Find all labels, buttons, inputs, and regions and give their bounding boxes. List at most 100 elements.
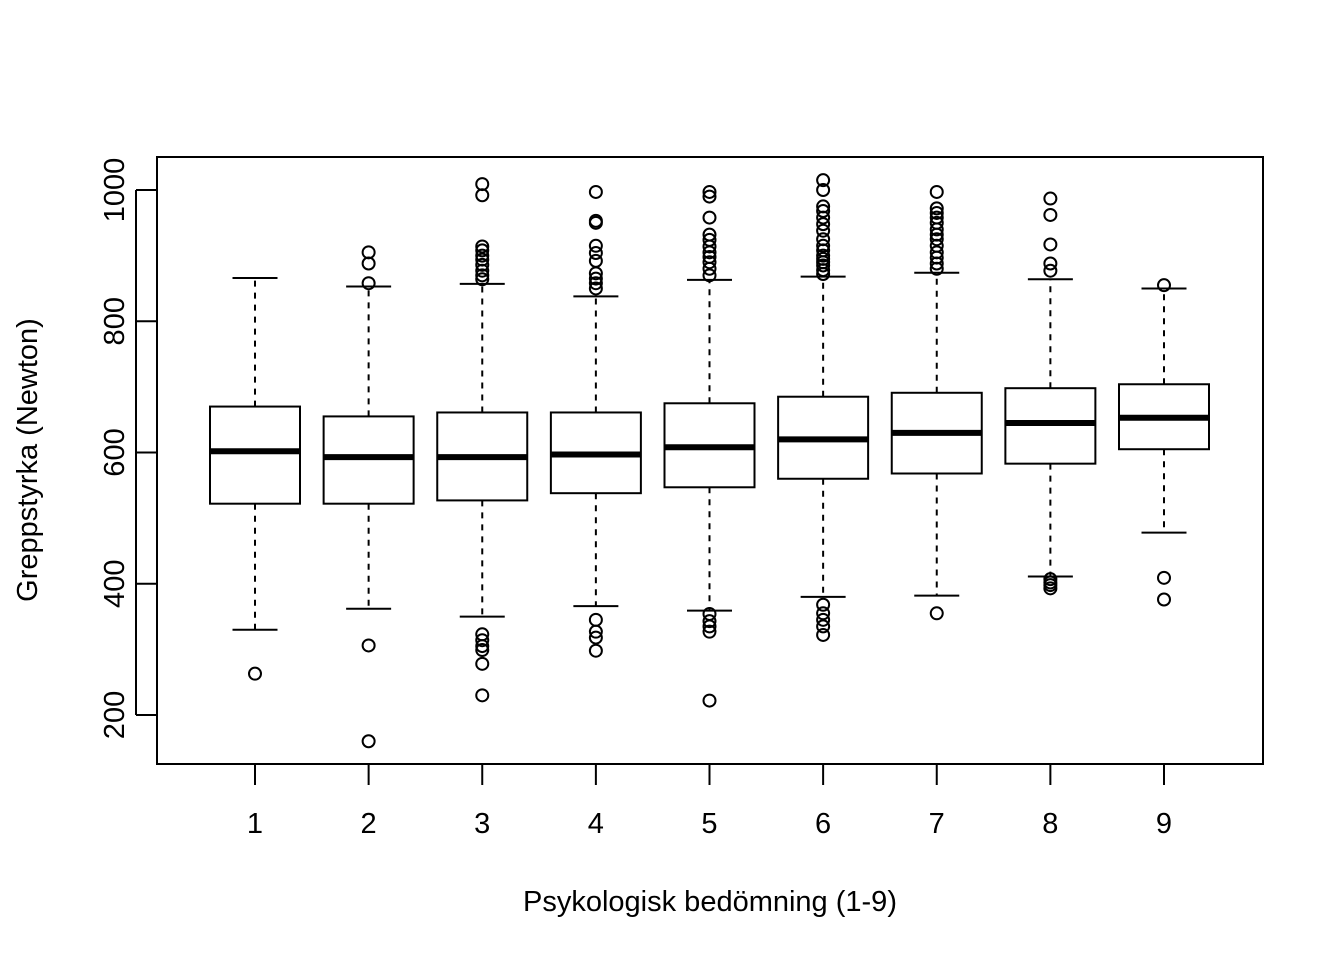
outlier-point <box>475 656 490 671</box>
outlier-point <box>1043 256 1058 271</box>
outlier-point <box>702 184 717 199</box>
outlier-point <box>588 624 603 639</box>
outlier-point <box>816 263 831 278</box>
x-axis-title: Psykologisk bedömning (1-9) <box>523 886 897 918</box>
x-tick-label: 7 <box>929 808 945 840</box>
box-group-5 <box>663 184 756 708</box>
outlier-point <box>588 643 603 658</box>
outlier-point <box>1043 237 1058 252</box>
outlier-point <box>1043 207 1058 222</box>
y-tick-label: 1000 <box>99 158 131 223</box>
outlier-point <box>816 217 831 232</box>
outlier-point <box>702 614 717 629</box>
outlier-point <box>1043 581 1058 596</box>
y-tick-label: 400 <box>99 560 131 608</box>
outlier-point <box>475 248 490 263</box>
iqr-box <box>209 405 301 505</box>
outlier-point <box>929 232 944 247</box>
outlier-point <box>816 223 831 238</box>
outlier-point <box>361 638 376 653</box>
outlier-point <box>816 627 831 642</box>
outlier-point <box>702 210 717 225</box>
outlier-point <box>1157 278 1171 293</box>
outlier-point <box>816 173 831 188</box>
box-group-9 <box>1118 278 1210 607</box>
outlier-point <box>588 271 603 286</box>
x-axis: 1 2 3 4 5 6 7 8 9 <box>247 764 1172 840</box>
outlier-point <box>1043 263 1058 278</box>
box-group-4 <box>549 184 642 658</box>
outlier-point <box>702 624 717 639</box>
outlier-point <box>929 201 944 216</box>
outlier-point <box>816 267 831 281</box>
x-tick-label: 4 <box>588 808 604 840</box>
outlier-point <box>475 188 490 203</box>
outlier-point <box>702 245 717 260</box>
box-group-7 <box>890 184 983 621</box>
outlier-point <box>702 261 717 276</box>
outlier-point <box>816 606 831 621</box>
x-tick-label: 8 <box>1042 808 1058 840</box>
outlier-point <box>475 263 490 278</box>
outlier-point <box>588 253 603 268</box>
box-group-1 <box>209 276 301 681</box>
outlier-point <box>816 612 831 627</box>
outlier-point <box>475 272 490 287</box>
outlier-point <box>475 257 490 272</box>
outlier-point <box>588 612 603 627</box>
outlier-point <box>588 238 603 253</box>
outlier-point <box>816 183 831 197</box>
outlier-point <box>929 222 944 237</box>
outlier-point <box>702 619 717 634</box>
outlier-point <box>588 246 603 260</box>
outlier-point <box>475 643 490 658</box>
outlier-point <box>929 184 944 199</box>
outlier-point <box>475 239 490 254</box>
outlier-point <box>816 597 831 612</box>
box-group-3 <box>436 177 529 703</box>
outlier-point <box>588 276 603 291</box>
box-group-8 <box>1004 191 1097 596</box>
outlier-point <box>816 204 831 218</box>
y-tick-label: 200 <box>99 691 131 739</box>
outlier-point <box>702 189 717 204</box>
boxes-layer <box>209 173 1210 749</box>
outlier-point <box>929 205 944 220</box>
box-group-6 <box>777 173 870 642</box>
box-group-2 <box>322 245 415 749</box>
outlier-point <box>816 619 831 634</box>
outlier-point <box>588 266 603 281</box>
outlier-point <box>702 693 717 708</box>
x-tick-label: 3 <box>474 808 490 840</box>
outlier-point <box>361 256 376 271</box>
outlier-point <box>1043 191 1058 206</box>
outlier-point <box>248 666 262 681</box>
outlier-point <box>1157 592 1171 607</box>
outlier-point <box>361 734 376 749</box>
outlier-point <box>475 633 490 648</box>
y-tick-label: 600 <box>99 428 131 476</box>
outlier-point <box>929 256 944 271</box>
outlier-point <box>929 606 944 621</box>
y-axis-title: Greppstyrka (Newton) <box>12 318 44 602</box>
outlier-point <box>588 184 603 199</box>
x-tick-label: 6 <box>815 808 831 840</box>
outlier-point <box>702 268 717 283</box>
outlier-point <box>588 630 603 645</box>
outlier-point <box>816 210 831 225</box>
outlier-point <box>588 215 603 230</box>
outlier-point <box>816 238 831 253</box>
outlier-point <box>816 258 831 273</box>
x-tick-label: 2 <box>361 808 377 840</box>
x-tick-label: 1 <box>247 808 263 840</box>
outlier-point <box>1157 570 1171 585</box>
outlier-point <box>361 276 376 291</box>
outlier-point <box>702 239 717 254</box>
y-tick-label: 800 <box>99 297 131 345</box>
outlier-point <box>475 688 490 703</box>
x-tick-label: 5 <box>701 808 717 840</box>
outlier-point <box>702 255 717 270</box>
outlier-point <box>475 639 490 654</box>
x-tick-label: 9 <box>1156 808 1172 840</box>
